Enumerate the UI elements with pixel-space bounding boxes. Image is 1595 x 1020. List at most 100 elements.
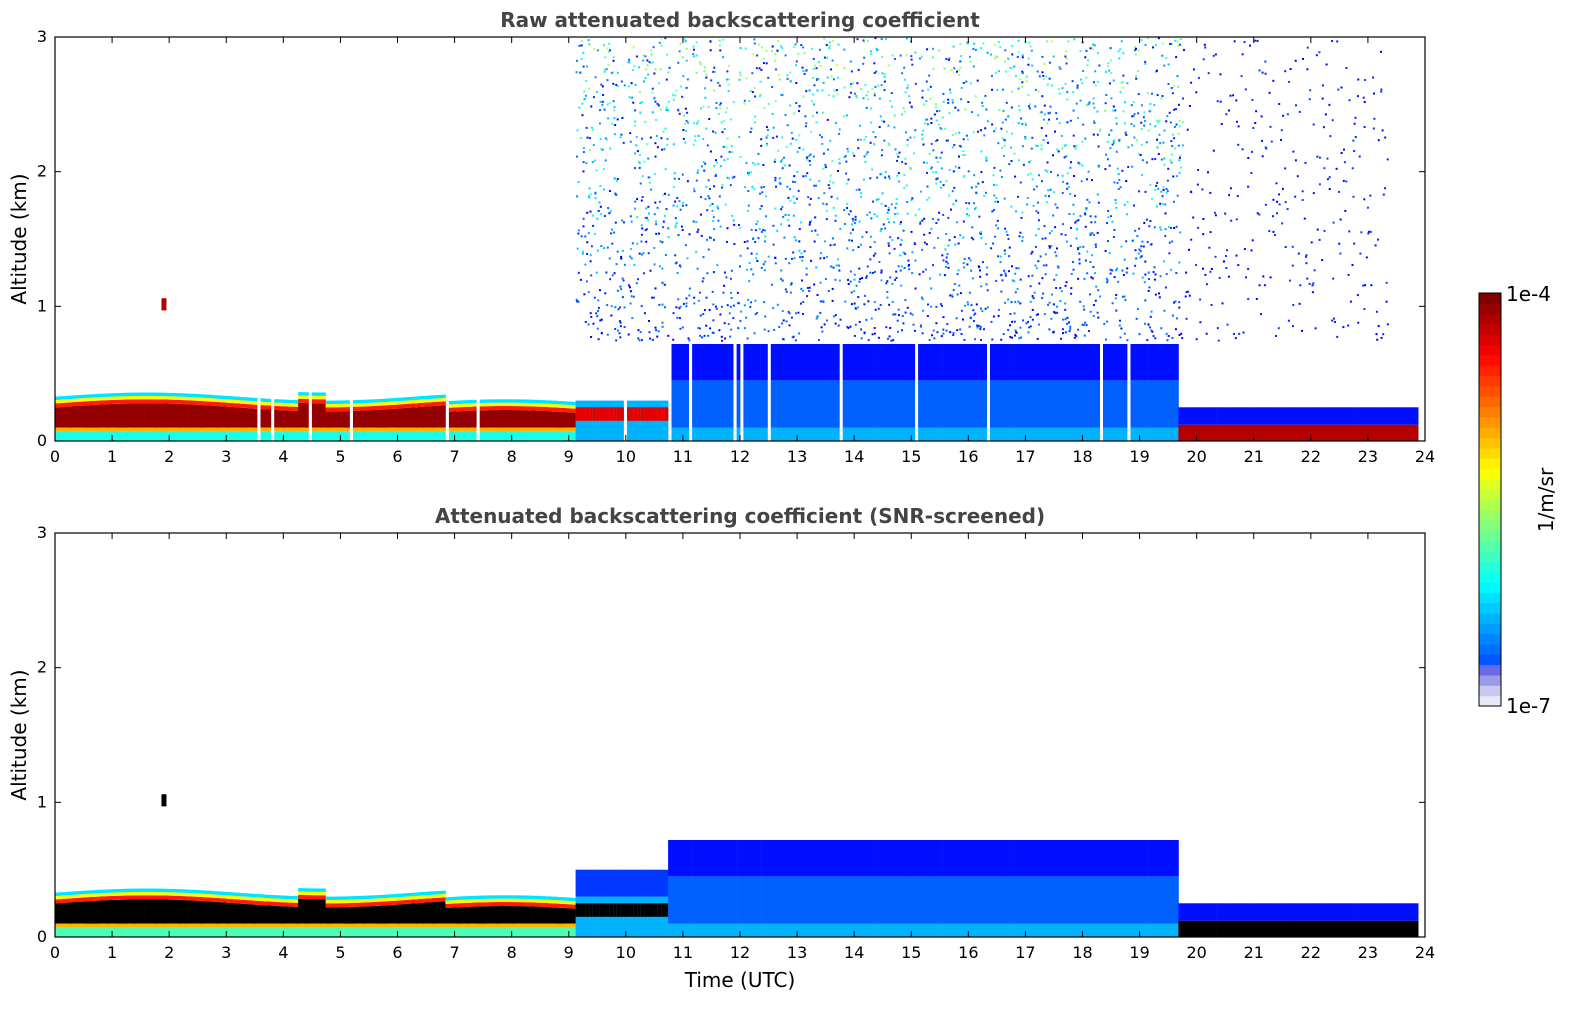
- x-tick-label: 7: [449, 943, 459, 962]
- x-tick-label: 14: [844, 943, 864, 962]
- colorbar-swatch: [1479, 365, 1501, 377]
- colorbar-unit-label: 1/m/sr: [1534, 467, 1558, 532]
- colorbar-swatch: [1479, 685, 1501, 697]
- x-axis-label: Time (UTC): [684, 968, 796, 992]
- y-tick-label: 2: [37, 162, 47, 181]
- colorbar-swatch: [1479, 396, 1501, 408]
- x-tick-label: 21: [1244, 943, 1264, 962]
- x-tick-label: 15: [901, 447, 921, 466]
- colorbar-swatch: [1479, 499, 1501, 511]
- x-tick-label: 0: [50, 447, 60, 466]
- colorbar-swatch: [1479, 344, 1501, 356]
- x-tick-label: 20: [1186, 447, 1206, 466]
- colorbar: 1e-4 1e-7 1/m/sr: [1478, 282, 1558, 718]
- colorbar-swatch: [1479, 468, 1501, 480]
- colorbar-swatch: [1479, 644, 1501, 655]
- x-tick-label: 24: [1415, 943, 1435, 962]
- x-tick-label: 1: [107, 943, 117, 962]
- y-axis-label: Altitude (km): [7, 669, 31, 800]
- y-tick-label: 1: [37, 792, 47, 811]
- y-tick-label: 0: [37, 927, 47, 946]
- panel-2: 0 1 2 3 4 5 6 7 8 9 10 11 12 13 14 15 16 17 18 19 20 21 22 23 24…: [7, 504, 1435, 992]
- x-tick-label: 4: [278, 943, 288, 962]
- colorbar-swatch: [1479, 437, 1501, 449]
- x-tick-label: 20: [1186, 943, 1206, 962]
- x-tick-label: 6: [392, 943, 402, 962]
- colorbar-swatch: [1479, 447, 1501, 459]
- y-tick-label: 3: [37, 27, 47, 46]
- colorbar-swatch: [1479, 354, 1501, 366]
- x-tick-label: 17: [1015, 447, 1035, 466]
- x-tick-label: 9: [564, 943, 574, 962]
- x-tick-label: 18: [1072, 943, 1092, 962]
- x-tick-label: 23: [1358, 447, 1378, 466]
- y-axis-label: Altitude (km): [7, 173, 31, 304]
- heatmap-cells: [55, 794, 1419, 937]
- colorbar-swatch: [1479, 293, 1501, 304]
- colorbar-swatch: [1479, 654, 1501, 666]
- colorbar-swatch: [1479, 602, 1501, 614]
- colorbar-swatch: [1479, 303, 1501, 315]
- x-tick-label: 6: [392, 447, 402, 466]
- colorbar-swatch: [1479, 458, 1501, 469]
- colorbar-swatch: [1479, 540, 1501, 552]
- x-tick-label: 18: [1072, 447, 1092, 466]
- x-tick-label: 11: [673, 447, 693, 466]
- colorbar-swatch: [1479, 324, 1501, 335]
- x-tick-label: 12: [730, 943, 750, 962]
- x-tick-label: 22: [1301, 447, 1321, 466]
- x-tick-label: 15: [901, 943, 921, 962]
- colorbar-min-label: 1e-7: [1506, 694, 1551, 718]
- colorbar-swatch: [1479, 582, 1501, 593]
- x-tick-label: 19: [1129, 943, 1149, 962]
- x-tick-label: 13: [787, 943, 807, 962]
- colorbar-swatch: [1479, 478, 1501, 490]
- x-tick-label: 8: [507, 447, 517, 466]
- y-tick-label: 2: [37, 658, 47, 677]
- colorbar-swatch: [1479, 695, 1501, 707]
- colorbar-swatch: [1479, 509, 1501, 521]
- y-tick-label: 0: [37, 431, 47, 450]
- x-tick-label: 12: [730, 447, 750, 466]
- x-tick-label: 1: [107, 447, 117, 466]
- x-tick-label: 22: [1301, 943, 1321, 962]
- heatmap-cells: [55, 37, 1419, 441]
- colorbar-swatch: [1479, 551, 1501, 562]
- y-tick-label: 1: [37, 296, 47, 315]
- colorbar-swatch: [1479, 416, 1501, 428]
- colorbar-swatch: [1479, 334, 1501, 346]
- colorbar-swatch: [1479, 530, 1501, 542]
- colorbar-swatch: [1479, 633, 1501, 645]
- colorbar-swatch: [1479, 520, 1501, 531]
- x-tick-label: 21: [1244, 447, 1264, 466]
- colorbar-swatch: [1479, 375, 1501, 387]
- colorbar-swatch: [1479, 427, 1501, 438]
- colorbar-swatch: [1479, 664, 1501, 676]
- x-tick-label: 5: [335, 447, 345, 466]
- x-tick-label: 3: [221, 447, 231, 466]
- x-tick-label: 2: [164, 447, 174, 466]
- x-tick-label: 13: [787, 447, 807, 466]
- panel-1: 0 1 2 3 4 5 6 7 8 9 10 11 12 13 14 15 16 17 18 19 20 21 22 23 24…: [7, 8, 1435, 466]
- x-tick-label: 24: [1415, 447, 1435, 466]
- x-tick-label: 17: [1015, 943, 1035, 962]
- x-tick-label: 10: [616, 447, 636, 466]
- colorbar-swatch: [1479, 313, 1501, 325]
- x-tick-label: 0: [50, 943, 60, 962]
- chart-title: Attenuated backscattering coefficient (S…: [435, 504, 1045, 528]
- x-tick-label: 4: [278, 447, 288, 466]
- x-tick-label: 2: [164, 943, 174, 962]
- x-tick-label: 5: [335, 943, 345, 962]
- colorbar-max-label: 1e-4: [1506, 282, 1551, 306]
- x-tick-label: 8: [507, 943, 517, 962]
- x-tick-label: 3: [221, 943, 231, 962]
- colorbar-swatch: [1479, 613, 1501, 624]
- colorbar-swatch: [1479, 592, 1501, 604]
- colorbar-swatch: [1479, 571, 1501, 583]
- y-tick-label: 3: [37, 523, 47, 542]
- colorbar-swatch: [1479, 675, 1501, 686]
- x-tick-label: 11: [673, 943, 693, 962]
- colorbar-swatch: [1479, 385, 1501, 397]
- x-tick-label: 9: [564, 447, 574, 466]
